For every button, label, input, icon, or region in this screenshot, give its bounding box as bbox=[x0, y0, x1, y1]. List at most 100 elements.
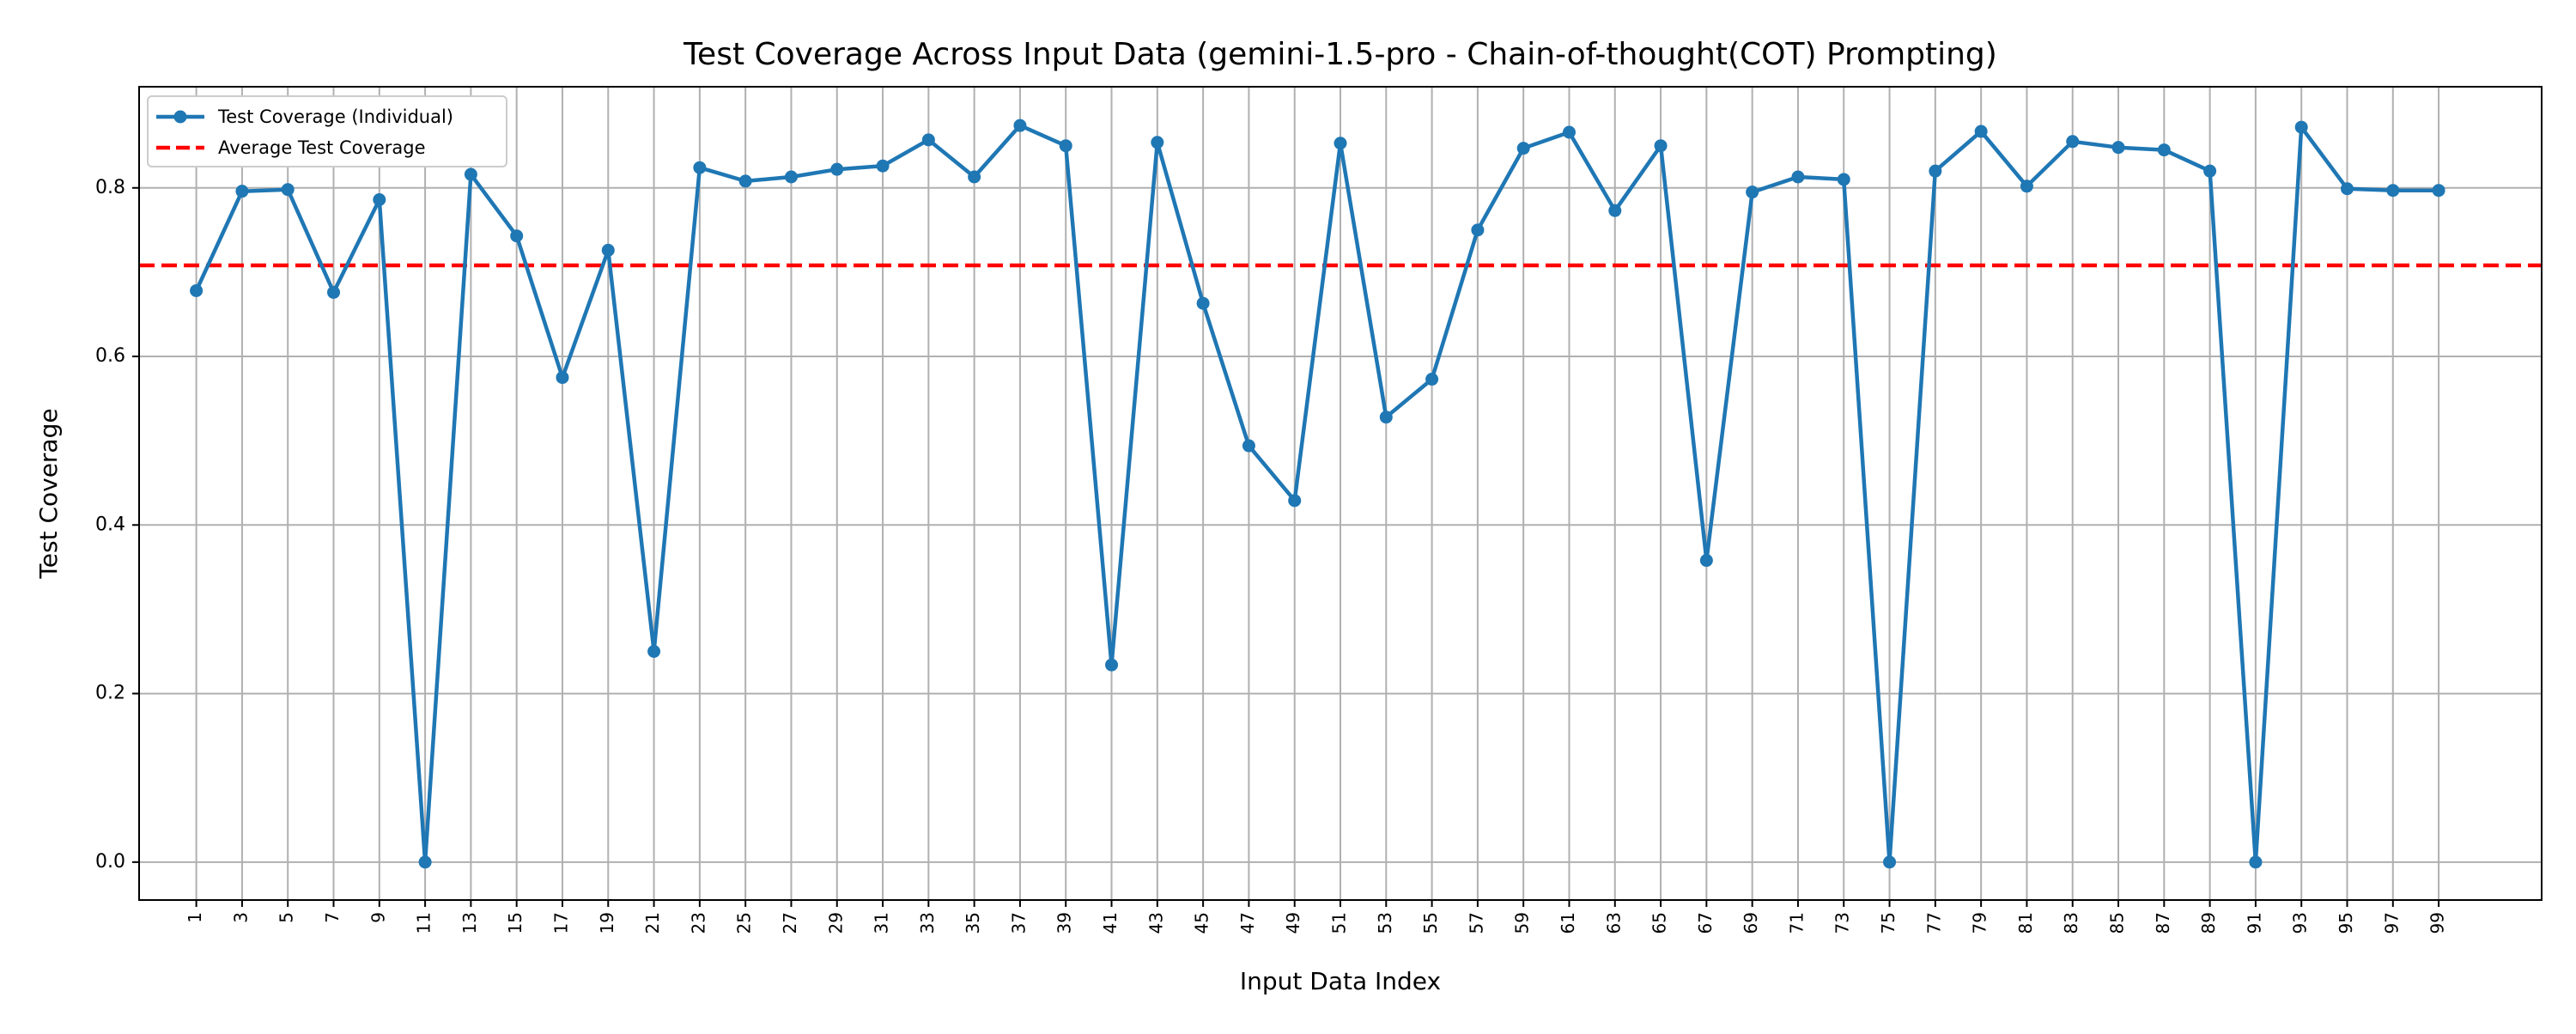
data-point bbox=[2249, 855, 2263, 869]
data-point bbox=[1196, 296, 1210, 310]
data-point bbox=[556, 371, 569, 385]
data-point bbox=[2340, 182, 2354, 196]
x-tick-label: 1 bbox=[185, 912, 205, 923]
x-tick-label: 59 bbox=[1512, 912, 1533, 934]
data-point bbox=[693, 161, 707, 174]
x-tick-label: 23 bbox=[688, 912, 708, 934]
data-point bbox=[418, 855, 432, 869]
data-point bbox=[1974, 125, 1988, 138]
x-tick-label: 47 bbox=[1237, 912, 1258, 934]
x-tick-label: 65 bbox=[1649, 912, 1670, 934]
x-axis-ticks: 1 3 5 7 9 11 13 15 17 19 21 23 25 27 29 31 33 35 37 39 41 43 4… bbox=[185, 900, 2448, 934]
x-tick-label: 77 bbox=[1923, 912, 1944, 934]
data-point bbox=[1562, 125, 1576, 139]
x-tick-label: 7 bbox=[322, 912, 343, 923]
x-tick-label: 83 bbox=[2061, 912, 2081, 934]
x-axis-label: Input Data Index bbox=[1240, 967, 1441, 995]
data-point bbox=[235, 185, 249, 198]
x-tick-label: 37 bbox=[1008, 912, 1029, 934]
data-point bbox=[464, 167, 477, 181]
x-tick-label: 81 bbox=[2015, 912, 2036, 934]
x-tick-label: 29 bbox=[825, 912, 846, 934]
x-tick-label: 67 bbox=[1695, 912, 1716, 934]
x-tick-label: 51 bbox=[1329, 912, 1350, 934]
x-tick-label: 27 bbox=[780, 912, 800, 934]
data-point bbox=[1059, 139, 1072, 153]
data-point bbox=[1425, 373, 1439, 386]
data-point bbox=[647, 645, 661, 659]
x-tick-label: 71 bbox=[1786, 912, 1807, 934]
data-point bbox=[1334, 137, 1347, 150]
x-tick-label: 19 bbox=[597, 912, 617, 934]
x-tick-label: 57 bbox=[1466, 912, 1486, 934]
y-tick-label: 0.6 bbox=[95, 345, 125, 367]
x-tick-label: 17 bbox=[550, 912, 571, 934]
x-tick-label: 31 bbox=[872, 912, 892, 934]
x-tick-label: 45 bbox=[1192, 912, 1212, 934]
data-point bbox=[1379, 411, 1393, 424]
data-point bbox=[373, 193, 386, 207]
legend-label-average: Average Test Coverage bbox=[218, 137, 426, 158]
data-point bbox=[2111, 141, 2125, 155]
x-tick-label: 15 bbox=[505, 912, 526, 934]
x-tick-label: 87 bbox=[2153, 912, 2173, 934]
x-tick-label: 63 bbox=[1603, 912, 1624, 934]
x-tick-label: 99 bbox=[2427, 912, 2448, 934]
data-point bbox=[1013, 119, 1027, 132]
x-tick-label: 35 bbox=[963, 912, 983, 934]
x-tick-label: 55 bbox=[1420, 912, 1441, 934]
x-tick-label: 89 bbox=[2198, 912, 2219, 934]
x-tick-label: 41 bbox=[1100, 912, 1121, 934]
data-point bbox=[784, 170, 798, 184]
data-point bbox=[190, 283, 204, 297]
data-point bbox=[2294, 120, 2308, 134]
y-tick-label: 0.2 bbox=[95, 683, 125, 704]
data-point bbox=[2203, 164, 2217, 178]
y-tick-label: 0.4 bbox=[95, 514, 125, 535]
data-point bbox=[2386, 184, 2400, 198]
x-tick-label: 11 bbox=[414, 912, 434, 934]
x-tick-label: 39 bbox=[1054, 912, 1075, 934]
x-tick-label: 43 bbox=[1145, 912, 1166, 934]
y-tick-label: 0.0 bbox=[95, 851, 125, 873]
x-tick-label: 79 bbox=[1970, 912, 1990, 934]
data-point bbox=[1883, 855, 1897, 869]
data-point bbox=[1151, 136, 1164, 149]
x-tick-label: 13 bbox=[459, 912, 480, 934]
x-tick-label: 21 bbox=[642, 912, 663, 934]
x-tick-label: 53 bbox=[1375, 912, 1395, 934]
legend-label-individual: Test Coverage (Individual) bbox=[217, 106, 453, 127]
x-tick-label: 49 bbox=[1283, 912, 1303, 934]
series-layer bbox=[190, 119, 2445, 869]
data-point bbox=[1105, 658, 1119, 672]
x-tick-label: 91 bbox=[2244, 912, 2264, 934]
data-point bbox=[876, 159, 890, 173]
data-point bbox=[830, 162, 844, 176]
data-point bbox=[1791, 170, 1805, 184]
grid-lines bbox=[139, 87, 2542, 900]
data-point bbox=[968, 170, 981, 184]
x-tick-label: 95 bbox=[2336, 912, 2356, 934]
x-tick-label: 33 bbox=[917, 912, 938, 934]
data-point bbox=[738, 174, 752, 188]
data-point bbox=[1516, 142, 1530, 155]
x-tick-label: 75 bbox=[1878, 912, 1899, 934]
legend-marker-individual bbox=[173, 110, 187, 124]
y-axis-ticks: 0.0 0.2 0.4 0.6 0.8 bbox=[95, 177, 139, 873]
series-line-individual bbox=[194, 123, 2439, 865]
data-point bbox=[2020, 179, 2033, 193]
x-tick-label: 25 bbox=[734, 912, 755, 934]
data-point bbox=[1288, 494, 1302, 508]
legend-box bbox=[147, 95, 507, 167]
data-point bbox=[601, 243, 615, 257]
x-tick-label: 73 bbox=[1832, 912, 1853, 934]
data-point bbox=[1242, 439, 1255, 453]
x-tick-label: 69 bbox=[1741, 912, 1761, 934]
data-point bbox=[1471, 223, 1485, 237]
x-tick-label: 3 bbox=[230, 912, 251, 923]
data-point bbox=[2157, 143, 2171, 157]
legend: Test Coverage (Individual) Average Test … bbox=[147, 95, 507, 167]
data-point bbox=[2432, 184, 2445, 198]
